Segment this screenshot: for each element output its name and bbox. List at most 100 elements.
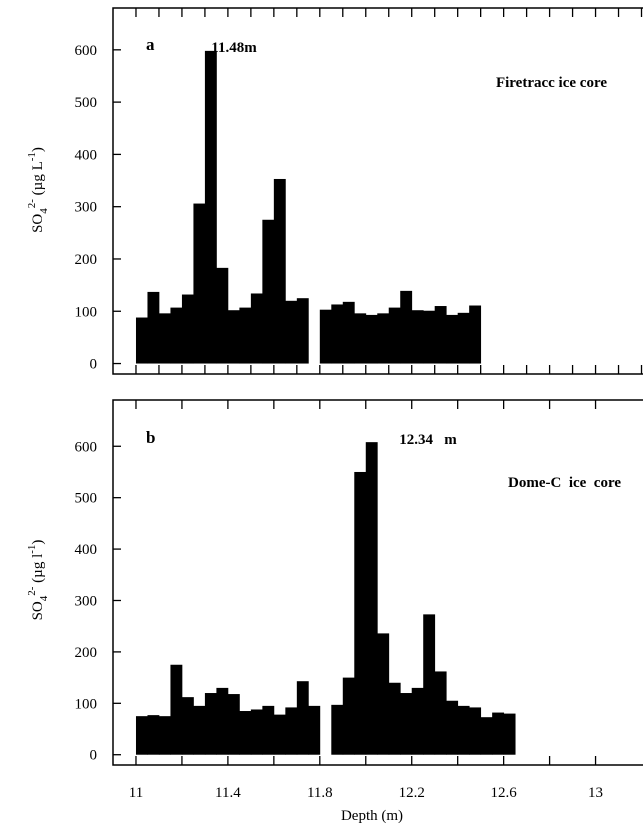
x-tick-label: 11.8 bbox=[307, 785, 333, 801]
bar bbox=[262, 219, 275, 364]
bar bbox=[446, 700, 459, 755]
bar bbox=[354, 313, 367, 364]
panel-b-letter: b bbox=[146, 428, 155, 447]
y-tick-label: 100 bbox=[75, 304, 98, 320]
panel-a-bars bbox=[135, 50, 482, 364]
bar bbox=[388, 682, 401, 755]
bar bbox=[193, 203, 206, 364]
bar bbox=[204, 50, 217, 364]
bar bbox=[377, 633, 390, 755]
y-tick-label: 0 bbox=[90, 357, 98, 373]
panel-b: 0 100 200 300 400 500 600 11 11.4 11.8 12.2 12.6 13… bbox=[26, 399, 643, 824]
bar bbox=[204, 693, 217, 755]
bar bbox=[342, 677, 355, 755]
panel-a-y-tick-labels: 0 100 200 300 400 500 600 bbox=[75, 43, 98, 373]
y-tick-label: 500 bbox=[75, 95, 98, 111]
bar bbox=[239, 307, 252, 364]
y-tick-label: 0 bbox=[90, 748, 98, 764]
x-tick-label: 12.2 bbox=[399, 785, 425, 801]
bar bbox=[250, 709, 263, 755]
bar bbox=[181, 294, 194, 364]
bar bbox=[446, 314, 459, 364]
y-tick-label: 600 bbox=[75, 439, 98, 455]
y-tick-label: 100 bbox=[75, 696, 98, 712]
bar bbox=[158, 716, 171, 755]
bar bbox=[400, 290, 413, 364]
bar bbox=[492, 712, 505, 755]
bar bbox=[273, 178, 286, 364]
bar bbox=[147, 715, 160, 755]
bar bbox=[170, 664, 183, 755]
bar bbox=[457, 312, 470, 364]
panel-a-annotation: Firetracc ice core bbox=[496, 75, 607, 91]
x-axis-label: Depth (m) bbox=[341, 808, 403, 824]
bar bbox=[423, 614, 436, 755]
bar bbox=[227, 694, 240, 755]
panel-b-y-axis-label: SO42- (µg l-1) bbox=[26, 540, 50, 621]
bar bbox=[365, 314, 378, 364]
bar bbox=[423, 310, 436, 364]
y-tick-label: 400 bbox=[75, 542, 98, 558]
bar bbox=[365, 442, 378, 755]
bar bbox=[411, 310, 424, 364]
y-tick-label: 500 bbox=[75, 491, 98, 507]
panel-b-annotation: Dome-C ice core bbox=[508, 475, 621, 491]
bar bbox=[469, 305, 482, 364]
bar bbox=[434, 671, 447, 755]
bar bbox=[296, 681, 309, 755]
bar bbox=[181, 697, 194, 755]
bar bbox=[331, 704, 344, 755]
bar bbox=[250, 293, 263, 364]
bar bbox=[239, 711, 252, 755]
bar bbox=[400, 693, 413, 755]
panel-b-bars bbox=[135, 442, 516, 755]
bar bbox=[354, 471, 367, 755]
bar bbox=[377, 313, 390, 364]
panel-b-peak-label: 12.34 m bbox=[399, 432, 457, 448]
bar bbox=[170, 307, 183, 364]
bar bbox=[158, 313, 171, 364]
bar bbox=[135, 317, 148, 364]
bar bbox=[480, 717, 493, 755]
bar bbox=[216, 267, 229, 364]
panel-a-frame bbox=[112, 7, 643, 375]
x-tick-label: 13 bbox=[588, 785, 603, 801]
panel-b-ticks bbox=[113, 400, 597, 765]
panel-b-frame bbox=[112, 399, 643, 766]
bar bbox=[227, 310, 240, 364]
bar bbox=[296, 298, 309, 364]
panel-b-y-tick-labels: 0 100 200 300 400 500 600 bbox=[75, 439, 98, 763]
panel-a: 0 100 200 300 400 500 600 a 11.48m Firetracc i… bbox=[26, 7, 643, 375]
y-tick-label: 600 bbox=[75, 43, 98, 59]
bar bbox=[273, 714, 286, 755]
x-tick-label: 11 bbox=[129, 785, 143, 801]
bar bbox=[469, 707, 482, 755]
bar bbox=[285, 300, 298, 364]
x-tick-label: 12.6 bbox=[491, 785, 518, 801]
bar bbox=[342, 301, 355, 364]
bar bbox=[331, 304, 344, 364]
bar bbox=[457, 705, 470, 755]
panel-a-y-axis-label: SO42- (µg L-1) bbox=[26, 147, 50, 233]
bar bbox=[216, 687, 229, 755]
bar bbox=[319, 309, 332, 364]
bar bbox=[262, 705, 275, 755]
y-tick-label: 300 bbox=[75, 200, 98, 216]
bar bbox=[411, 687, 424, 755]
panel-b-x-tick-labels: 11 11.4 11.8 12.2 12.6 13 bbox=[129, 785, 603, 801]
bar bbox=[147, 291, 160, 364]
bar bbox=[388, 307, 401, 364]
x-tick-label: 11.4 bbox=[215, 785, 241, 801]
y-tick-label: 200 bbox=[75, 645, 98, 661]
bar bbox=[285, 707, 298, 755]
y-tick-label: 200 bbox=[75, 252, 98, 268]
y-tick-label: 400 bbox=[75, 147, 98, 163]
bar bbox=[193, 705, 206, 755]
bar bbox=[135, 716, 148, 755]
y-tick-label: 300 bbox=[75, 593, 98, 609]
panel-a-ticks bbox=[113, 8, 643, 374]
bar bbox=[503, 713, 516, 755]
bar bbox=[308, 705, 321, 755]
panel-a-letter: a bbox=[146, 35, 155, 54]
